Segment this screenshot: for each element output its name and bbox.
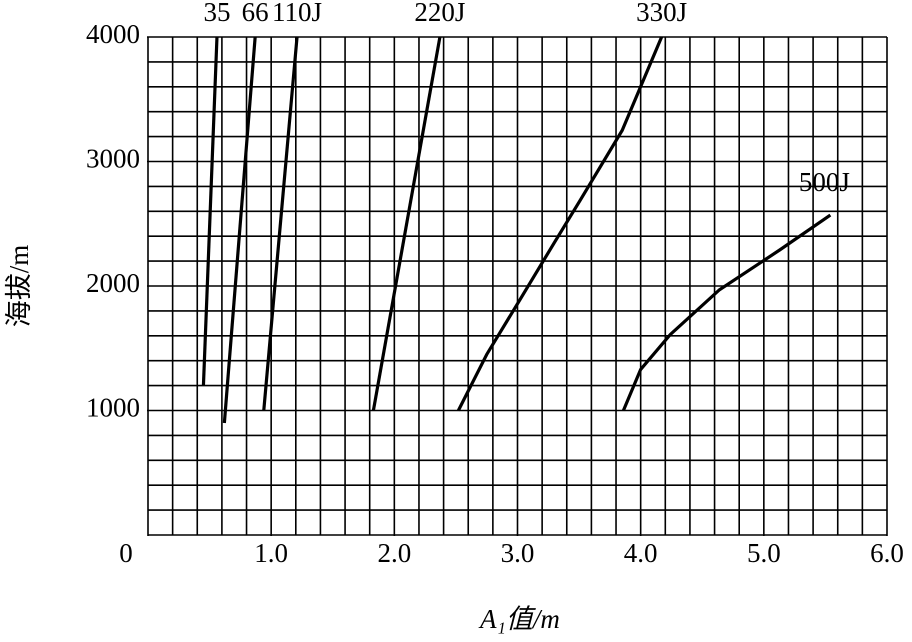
y-axis-label: 海拔/m [4,245,34,328]
curve [621,213,832,412]
y-tick-label: 4000 [86,19,140,49]
curve [371,36,442,411]
y-tick-label: 3000 [86,144,140,174]
curve [456,36,664,412]
x-tick-label: 2.0 [377,538,411,568]
x-tick-label: 1.0 [254,538,288,568]
curve [262,36,299,411]
x-tick-label: 5.0 [747,538,781,568]
y-tick-label: 1000 [86,393,140,423]
series-label: 330J [636,0,687,27]
curve [222,36,257,424]
series-label: 220J [414,0,465,27]
series-label: 110J [272,0,322,27]
curve [201,36,219,386]
x-tick-label: 0 [119,538,133,568]
x-tick-label: 4.0 [624,538,658,568]
series-label: 35 [203,0,230,27]
series-label: 500J [799,167,850,197]
x-axis-label: A₁值/m [478,604,560,634]
x-tick-label: 6.0 [870,538,904,568]
x-tick-label: 3.0 [501,538,535,568]
series-label: 66 [242,0,269,27]
y-tick-label: 2000 [86,268,140,298]
